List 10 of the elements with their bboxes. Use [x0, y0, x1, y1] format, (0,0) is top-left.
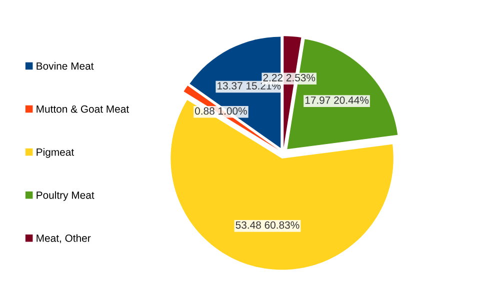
data-label: 0.88 1.00%	[195, 107, 247, 115]
legend-label: Bovine Meat	[36, 62, 94, 70]
data-label: 53.48 60.83%	[236, 221, 300, 229]
legend-label: Mutton & Goat Meat	[36, 105, 129, 113]
legend-label: Meat, Other	[36, 234, 91, 244]
legend-label: Poultry Meat	[36, 191, 94, 201]
data-label: 13.37 15.21%	[218, 82, 281, 90]
data-label: 2.22 2.53%	[263, 74, 316, 82]
legend-label: Pigmeat	[36, 148, 74, 158]
data-label: 17.97 20.44%	[305, 96, 369, 104]
